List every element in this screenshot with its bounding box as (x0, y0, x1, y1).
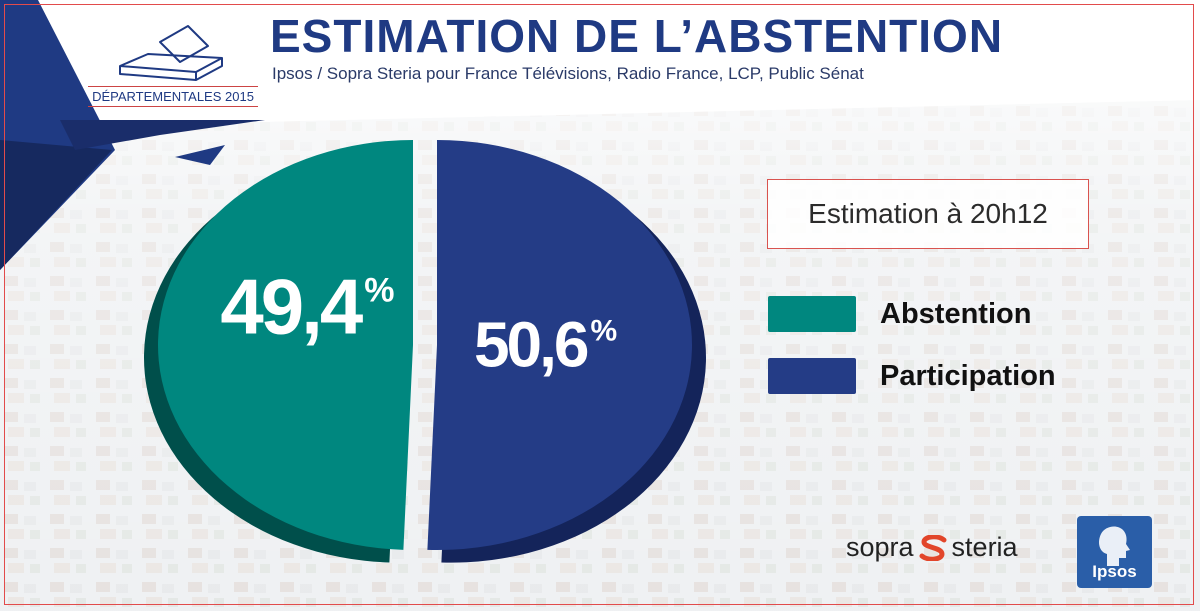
pie-slice-participation (427, 140, 706, 563)
sopra-steria-s-icon (919, 534, 947, 561)
steria-wordmark: steria (951, 532, 1018, 562)
pie-slice-abstention (143, 140, 413, 563)
decor-shard-2 (0, 140, 112, 270)
legend-label-abstention: Abstention (880, 297, 1032, 330)
legend-item-abstention: Abstention (768, 296, 1031, 332)
sopra-wordmark: sopra (846, 532, 914, 562)
legend-swatch-abstention (768, 296, 856, 332)
decor-shard-3 (60, 120, 265, 150)
legend-label-participation: Participation (880, 359, 1056, 392)
page-title: ESTIMATION DE L’ABSTENTION (270, 10, 1004, 62)
pie-label-value: 50,6 (474, 309, 588, 381)
ipsos-head-icon (1099, 526, 1130, 566)
pie-label-participation: 50,6% (474, 309, 617, 381)
sopra-steria-logo: sopra steria (846, 532, 1018, 563)
ipsos-logo: Ipsos (1077, 516, 1152, 588)
estimation-time-box: Estimation à 20h12 (767, 179, 1089, 249)
legend-item-participation: Participation (768, 358, 1056, 394)
pie-label-unit: % (591, 315, 617, 348)
page-subtitle: Ipsos / Sopra Steria pour France Télévis… (272, 64, 864, 83)
ballot-box-icon (119, 25, 223, 81)
pie-label-value: 49,4 (220, 262, 362, 350)
ipsos-wordmark: Ipsos (1092, 562, 1137, 581)
decor-shard-4 (175, 145, 225, 165)
pie-label-abstention: 49,4% (220, 262, 394, 350)
pie-slice-face-abstention (157, 140, 413, 550)
legend-swatch-participation (768, 358, 856, 394)
pie-label-unit: % (364, 271, 394, 309)
election-label: DÉPARTEMENTALES 2015 (88, 86, 258, 107)
pie-slice-face-participation (427, 140, 692, 550)
estimation-time-label: Estimation à 20h12 (808, 198, 1048, 229)
